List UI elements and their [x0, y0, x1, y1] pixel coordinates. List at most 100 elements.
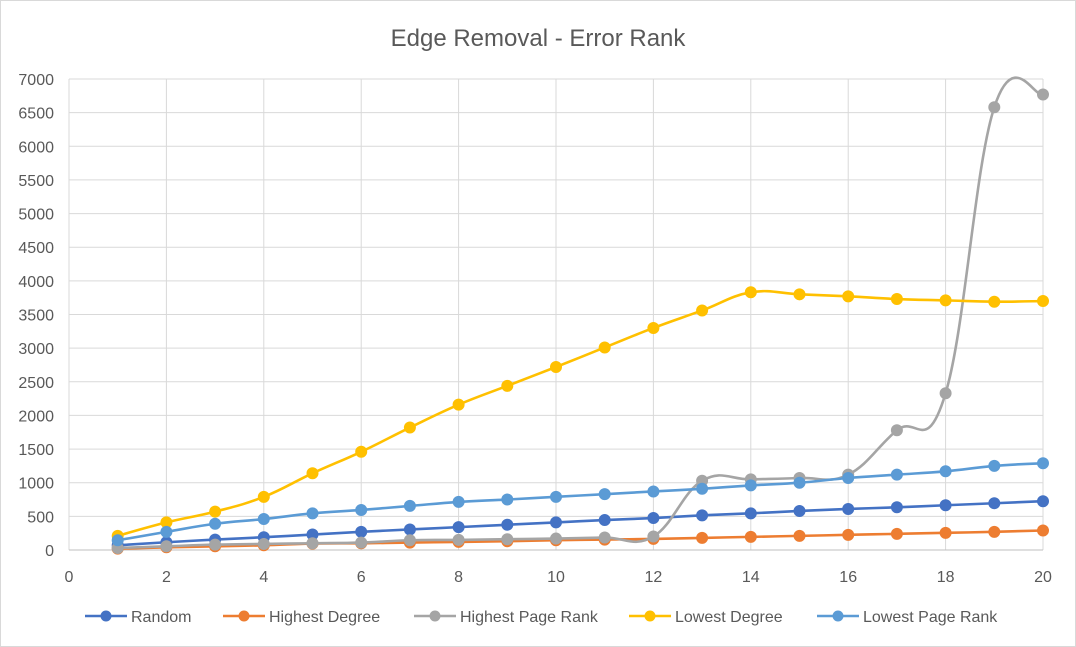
plot-series: [111, 76, 1049, 555]
data-point: [988, 101, 1001, 114]
data-point: [890, 501, 903, 514]
data-point: [988, 497, 1001, 510]
y-tick-label: 500: [27, 509, 54, 526]
data-point: [696, 304, 709, 317]
data-point: [160, 540, 173, 553]
data-point: [647, 485, 660, 498]
data-point: [842, 472, 855, 485]
data-point: [890, 527, 903, 540]
data-point: [598, 514, 611, 527]
y-tick-label: 2000: [18, 408, 54, 425]
legend-item: Highest Page Rank: [414, 609, 599, 626]
y-tick-label: 6000: [18, 139, 54, 156]
legend-marker: [429, 610, 441, 622]
legend: Random Highest Degree Highest Page Rank Low…: [85, 609, 998, 626]
data-point: [209, 538, 222, 551]
data-point: [257, 513, 270, 526]
legend-label: Random: [131, 609, 191, 626]
data-point: [988, 295, 1001, 308]
data-point: [452, 398, 465, 411]
data-point: [1037, 457, 1049, 470]
y-tick-label: 5500: [18, 173, 54, 190]
x-tick-label: 20: [1034, 569, 1052, 586]
series-line: [117, 289, 1044, 538]
data-point: [550, 516, 562, 529]
x-tick-label: 8: [454, 569, 463, 586]
chart-title: Edge Removal - Error Rank: [391, 25, 687, 52]
data-point: [744, 479, 757, 492]
x-tick-label: 6: [357, 569, 366, 586]
x-tick-label: 12: [645, 569, 663, 586]
data-point: [550, 490, 562, 503]
data-point: [842, 502, 855, 515]
legend-marker: [238, 610, 250, 622]
data-point: [890, 468, 903, 481]
data-point: [501, 493, 514, 506]
y-tick-label: 7000: [18, 72, 54, 89]
y-tick-label: 0: [45, 543, 54, 560]
x-tick-label: 16: [839, 569, 857, 586]
data-point: [1037, 295, 1049, 308]
data-point: [890, 424, 903, 437]
series-line: [117, 529, 1044, 550]
data-point: [939, 499, 952, 512]
x-tick-label: 2: [162, 569, 171, 586]
data-point: [306, 507, 319, 520]
data-point: [793, 529, 806, 542]
data-point: [355, 445, 368, 458]
data-point: [257, 490, 270, 503]
data-point: [160, 525, 173, 538]
data-point: [1037, 88, 1049, 101]
x-tick-label: 4: [259, 569, 268, 586]
data-point: [988, 459, 1001, 472]
y-tick-label: 4500: [18, 240, 54, 257]
legend-label: Highest Page Rank: [460, 609, 599, 626]
data-point: [452, 495, 465, 508]
data-point: [939, 526, 952, 539]
data-point: [696, 509, 709, 522]
legend-item: Random: [85, 609, 191, 626]
data-point: [696, 482, 709, 495]
data-point: [306, 537, 319, 550]
data-point: [842, 290, 855, 303]
data-point: [501, 518, 514, 531]
data-point: [744, 530, 757, 543]
legend-label: Highest Degree: [269, 609, 380, 626]
y-tick-label: 3500: [18, 308, 54, 325]
data-point: [501, 533, 514, 546]
data-point: [647, 530, 660, 543]
data-point: [793, 504, 806, 517]
data-point: [598, 488, 611, 501]
data-point: [550, 360, 562, 373]
data-point: [598, 531, 611, 544]
legend-marker: [644, 610, 656, 622]
data-point: [452, 521, 465, 534]
data-point: [988, 525, 1001, 538]
data-point: [1037, 524, 1049, 537]
data-point: [647, 512, 660, 525]
data-point: [744, 286, 757, 299]
series-lowest-page-rank: [111, 457, 1049, 547]
x-tick-label: 14: [742, 569, 760, 586]
series-line: [117, 461, 1044, 542]
data-point: [403, 499, 416, 512]
data-point: [550, 532, 562, 545]
x-tick-label: 18: [937, 569, 955, 586]
data-point: [111, 534, 124, 547]
data-point: [306, 467, 319, 480]
legend-item: Lowest Page Rank: [817, 609, 998, 626]
series-lowest-degree: [111, 286, 1049, 542]
data-point: [939, 387, 952, 400]
series-random: [111, 495, 1049, 552]
legend-label: Lowest Degree: [675, 609, 783, 626]
data-point: [890, 293, 903, 306]
y-tick-label: 3000: [18, 341, 54, 358]
data-point: [598, 341, 611, 354]
data-point: [355, 536, 368, 549]
data-point: [257, 537, 270, 550]
y-tick-label: 2500: [18, 375, 54, 392]
data-point: [209, 505, 222, 518]
data-point: [793, 288, 806, 301]
